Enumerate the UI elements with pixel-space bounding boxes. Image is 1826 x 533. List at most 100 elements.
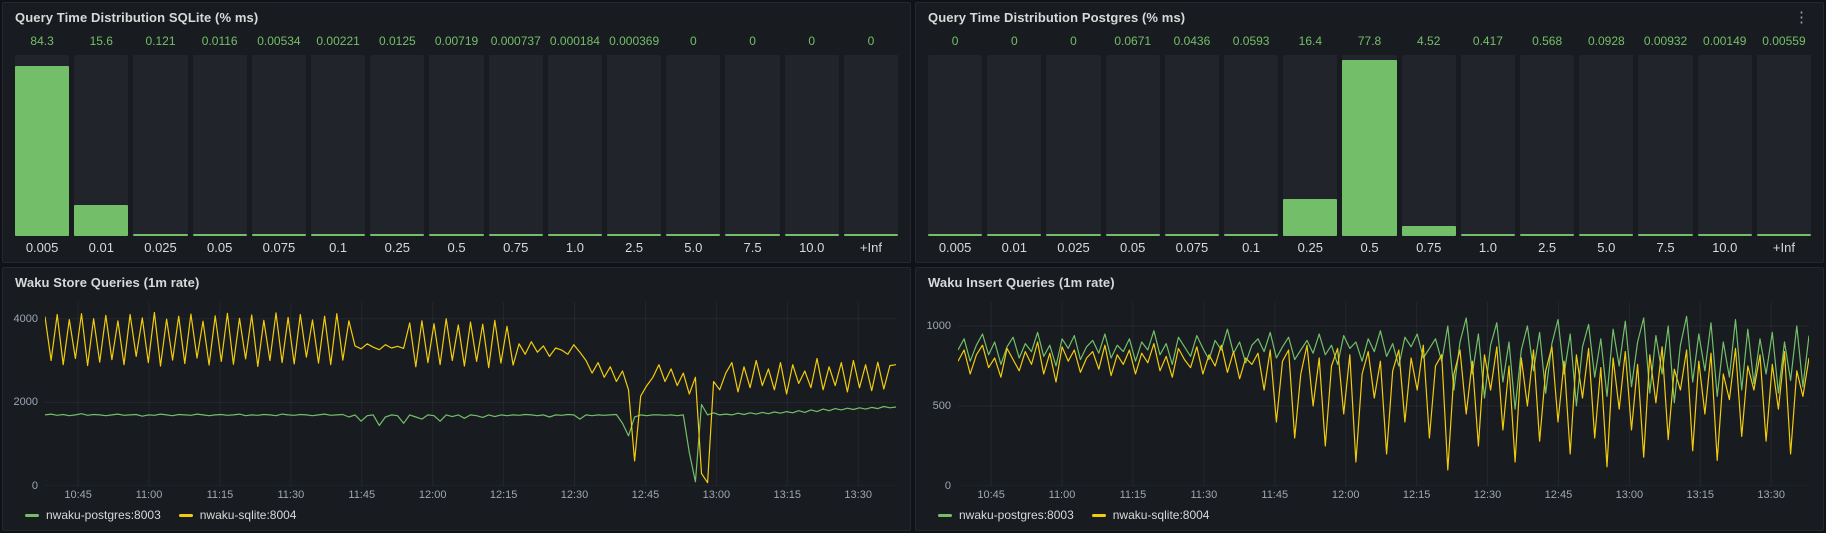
histogram-bar-column: 0.00221 0.1 [311, 31, 366, 258]
bar-x-tick-label: 0.005 [938, 240, 972, 255]
histogram-bar-column: 0 5.0 [666, 31, 721, 258]
bar-track [133, 55, 188, 236]
histogram-bar-column: 16.4 0.25 [1283, 31, 1338, 258]
bar-value-label: 0 [749, 34, 756, 48]
x-tick-label: 12:45 [631, 489, 660, 501]
bar-track [15, 55, 70, 236]
histogram-bar-column: 0.568 2.5 [1520, 31, 1575, 258]
bar-x-tick-label: +Inf [859, 240, 882, 255]
x-tick-label: 11:30 [277, 489, 305, 501]
bar-value-label: 0.00559 [1762, 34, 1806, 48]
histogram-bar-column: 77.8 0.5 [1342, 31, 1397, 258]
bar-x-tick-label: 0.05 [207, 240, 233, 255]
legend-swatch-icon [178, 513, 193, 517]
x-tick-label: 10:45 [977, 489, 1005, 501]
bar-fill [1579, 234, 1634, 236]
bar-value-label: 0.00221 [316, 34, 360, 48]
x-tick-label: 12:30 [560, 489, 589, 501]
bar-fill [1401, 225, 1456, 236]
histogram-bar-column: 4.52 0.75 [1401, 31, 1456, 258]
bar-x-tick-label: 0.01 [1001, 240, 1027, 255]
store-queries-svg [45, 302, 896, 486]
y-axis: 0 2000 4000 [9, 302, 45, 492]
bar-value-label: 0.121 [145, 34, 176, 48]
y-tick-label: 2000 [13, 396, 38, 409]
y-tick-label: 1000 [926, 320, 951, 332]
bar-fill [1460, 234, 1516, 236]
legend-item[interactable]: nwaku-sqlite:8004 [178, 508, 296, 522]
x-tick-label: 13:15 [773, 489, 802, 501]
panel-title[interactable]: Query Time Distribution SQLite (% ms) [15, 9, 259, 25]
legend-item[interactable]: nwaku-postgres:8003 [938, 508, 1074, 522]
bar-x-tick-label: 0.05 [1120, 240, 1146, 255]
panel-title[interactable]: Waku Insert Queries (1m rate) [928, 274, 1115, 290]
panel-header: Query Time Distribution SQLite (% ms) [3, 3, 910, 31]
bar-track [1164, 55, 1220, 236]
x-tick-label: 12:00 [418, 489, 447, 501]
series-line-nwaku-postgres:8003 [958, 315, 1809, 410]
bar-value-label: 0.0125 [378, 34, 416, 48]
panel-query-time-sqlite: Query Time Distribution SQLite (% ms) 84… [2, 2, 911, 263]
x-tick-label: 11:15 [206, 489, 234, 501]
y-tick-label: 0 [31, 480, 38, 492]
bar-fill [666, 234, 721, 236]
bar-value-label: 0 [1070, 34, 1077, 48]
bar-track [192, 55, 247, 236]
bar-x-tick-label: 0.75 [1416, 240, 1442, 255]
bar-fill [1697, 234, 1752, 236]
bar-x-tick-label: 0.5 [447, 240, 466, 255]
histogram-bar-column: 0.417 1.0 [1460, 31, 1516, 258]
x-tick-label: 11:45 [348, 489, 376, 501]
histogram-bar-column: 0 0.005 [928, 31, 983, 258]
sqlite-histogram-chart: 84.3 0.005 15.6 0.01 0.121 0.025 0.0116 0.05 0.0… [3, 31, 910, 262]
y-axis: 0 500 1000 [922, 302, 958, 492]
bar-fill [1283, 198, 1338, 236]
bar-track [607, 55, 662, 236]
bar-fill [74, 204, 129, 236]
legend-swatch-icon [1091, 513, 1106, 517]
bar-fill [607, 234, 662, 236]
legend-item[interactable]: nwaku-postgres:8003 [25, 508, 161, 522]
bar-x-tick-label: 1.0 [1478, 240, 1497, 255]
bar-track [1105, 55, 1160, 236]
plot-area[interactable] [958, 302, 1809, 486]
bar-value-label: 0 [808, 34, 816, 48]
bar-x-tick-label: 0.5 [1360, 240, 1379, 255]
legend-item[interactable]: nwaku-sqlite:8004 [1091, 508, 1209, 522]
bar-track [1224, 55, 1279, 236]
histogram-bar-column: 0 +Inf [843, 31, 899, 258]
bar-track [1579, 55, 1634, 236]
bar-fill [1342, 59, 1397, 236]
panel-query-time-postgres: Query Time Distribution Postgres (% ms) … [915, 2, 1824, 263]
panel-menu-icon[interactable]: ⋮ [1794, 8, 1809, 26]
bar-track [1520, 55, 1575, 236]
bar-fill [1046, 234, 1101, 236]
bar-x-tick-label: 5.0 [1597, 240, 1616, 255]
histogram-bar-column: 0.00932 7.5 [1638, 31, 1693, 258]
bar-value-label: 77.8 [1357, 34, 1382, 48]
plot-area[interactable] [45, 302, 896, 486]
bar-x-tick-label: 2.5 [625, 240, 644, 255]
bar-fill [1638, 234, 1693, 236]
bar-value-label: 0.000737 [490, 34, 541, 48]
bar-fill [1164, 234, 1220, 236]
x-tick-label: 13:00 [1615, 489, 1644, 501]
bar-track [843, 55, 899, 236]
y-tick-label: 0 [944, 480, 951, 492]
bar-fill [192, 234, 247, 236]
bar-x-tick-label: 0.1 [1242, 240, 1261, 255]
bar-track [74, 55, 129, 236]
store-queries-chart: 0 2000 4000 10:45 11:00 11:15 11:30 11:45 12:00… [3, 296, 910, 530]
bar-track [488, 55, 543, 236]
panel-title[interactable]: Waku Store Queries (1m rate) [15, 274, 200, 290]
legend-label: nwaku-postgres:8003 [959, 508, 1074, 522]
panel-title[interactable]: Query Time Distribution Postgres (% ms) [928, 9, 1186, 25]
series-line-nwaku-postgres:8003 [45, 403, 896, 483]
x-tick-label: 12:30 [1473, 489, 1502, 501]
histogram-bar-column: 0 7.5 [725, 31, 780, 258]
x-tick-label: 10:45 [64, 489, 92, 501]
bar-x-tick-label: 0.1 [329, 240, 348, 255]
panel-header: Query Time Distribution Postgres (% ms) … [916, 3, 1823, 31]
histogram-bar-column: 0.00719 0.5 [429, 31, 484, 258]
bar-fill [488, 234, 543, 236]
